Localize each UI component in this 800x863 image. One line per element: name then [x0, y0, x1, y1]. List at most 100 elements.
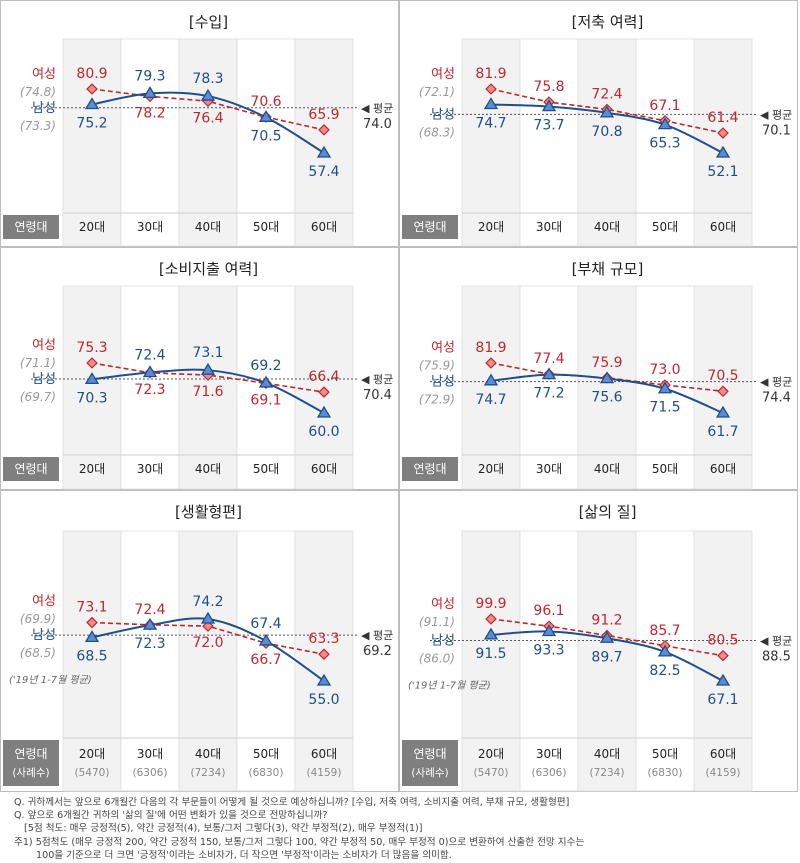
age-header-box — [402, 457, 458, 481]
male-triangle-marker — [84, 97, 100, 110]
chart-svg: 연령대 20대 30대 40대 50대 60대 [수입] ◀ 평균 74.0 80.9 78.2 76… — [3, 13, 393, 247]
male-triangle-marker — [599, 371, 615, 384]
male-data-label: 74.7 — [475, 115, 506, 131]
average-label: ◀ 평균 — [760, 376, 792, 389]
sample-size-label: (4159) — [307, 767, 342, 779]
sample-size-label: (5470) — [75, 767, 110, 779]
male-legend-label: 남성 — [32, 628, 56, 643]
column-stripe-1 — [461, 530, 521, 792]
male-data-label: 79.3 — [134, 68, 165, 84]
column-stripe-3 — [178, 38, 238, 247]
female-diamond-marker — [485, 357, 497, 369]
average-value: 69.2 — [363, 644, 392, 659]
female-diamond-marker — [717, 127, 729, 139]
female-data-label: 75.9 — [591, 355, 622, 371]
age-header-label: 연령대 — [413, 747, 446, 761]
male-baseline-label: (72.9) — [419, 393, 455, 407]
category-label: 20대 — [79, 747, 105, 761]
male-data-label: 72.3 — [134, 636, 165, 652]
sample-header-label: (사례수) — [12, 767, 49, 779]
chart-svg: 연령대 20대 30대 40대 50대 60대 [저축 여력] ◀ 평균 70.1 81.9 75.… — [402, 13, 792, 247]
female-legend-label: 여성 — [431, 341, 455, 356]
male-data-label: 93.3 — [533, 642, 564, 658]
average-value: 70.1 — [762, 123, 791, 138]
male-triangle-marker — [599, 105, 615, 118]
panel-quality-of-life: 연령대 (사례수) 20대 (5470) 30대 (6306) 40대 (7234) 50대 (6… — [399, 490, 798, 792]
female-data-label: 78.2 — [134, 105, 165, 121]
average-value: 74.4 — [762, 391, 791, 406]
age-header-box — [3, 215, 59, 239]
chart-svg: 연령대 20대 30대 40대 50대 60대 [소비지출 여력] ◀ 평균 70.4 75.3 7… — [3, 260, 393, 490]
male-triangle-marker — [258, 633, 274, 646]
male-data-label: 75.6 — [591, 390, 622, 406]
male-data-label: 68.5 — [76, 648, 107, 664]
average-value: 74.0 — [363, 117, 392, 132]
category-label: 50대 — [253, 462, 279, 476]
male-data-label: 67.1 — [707, 692, 738, 708]
category-label: 40대 — [594, 462, 620, 476]
female-diamond-marker — [318, 124, 330, 136]
female-data-label: 72.3 — [134, 382, 165, 398]
female-baseline-label: (72.1) — [419, 85, 455, 99]
average-label: ◀ 평균 — [760, 108, 792, 121]
female-diamond-marker — [485, 83, 497, 95]
male-data-label: 52.1 — [707, 164, 738, 180]
average-label: ◀ 평균 — [760, 635, 792, 648]
male-data-label: 70.8 — [591, 124, 622, 140]
age-header-box — [3, 457, 59, 481]
male-data-label: 57.4 — [308, 164, 339, 180]
category-label: 40대 — [594, 747, 620, 761]
male-data-label: 67.4 — [250, 616, 281, 632]
column-stripe-5 — [294, 38, 354, 247]
male-data-label: 69.2 — [250, 358, 281, 374]
male-baseline-label: (68.5) — [20, 646, 56, 660]
age-header-box — [3, 740, 59, 786]
female-data-label: 65.9 — [308, 107, 339, 123]
male-triangle-marker — [715, 673, 731, 686]
female-diamond-marker — [86, 83, 98, 95]
female-data-label: 71.6 — [192, 384, 223, 400]
female-data-label: 80.5 — [707, 633, 738, 649]
female-baseline-label: (75.9) — [419, 359, 455, 373]
female-data-label: 75.8 — [533, 79, 564, 95]
panel-debt: 연령대 20대 30대 40대 50대 60대 [부채 규모] ◀ 평균 74.4 81.9 77.… — [399, 247, 798, 490]
female-baseline-label: (69.9) — [20, 612, 56, 626]
category-label: 20대 — [79, 462, 105, 476]
male-legend-label: 남성 — [32, 101, 56, 116]
male-triangle-marker — [258, 375, 274, 388]
category-label: 40대 — [195, 747, 221, 761]
column-stripe-3 — [577, 285, 637, 490]
male-triangle-marker — [657, 644, 673, 657]
female-data-label: 81.9 — [475, 66, 506, 82]
female-data-label: 70.5 — [707, 368, 738, 384]
female-data-label: 73.1 — [76, 600, 107, 616]
male-triangle-marker — [483, 97, 499, 110]
category-label: 40대 — [594, 220, 620, 234]
category-label: 30대 — [137, 462, 163, 476]
age-header-box — [402, 215, 458, 239]
category-label: 50대 — [652, 747, 678, 761]
male-triangle-marker — [200, 88, 216, 101]
footnotes: Q. 귀하께서는 앞으로 6개월간 다음의 각 부문들이 어떻게 될 것으로 예… — [14, 796, 794, 862]
male-legend-label: 남성 — [431, 107, 455, 122]
category-label: 20대 — [478, 220, 504, 234]
male-data-label: 55.0 — [308, 692, 339, 708]
male-triangle-marker — [715, 405, 731, 418]
category-label: 60대 — [311, 747, 337, 761]
male-baseline-label: (86.0) — [419, 652, 455, 666]
male-data-label: 73.1 — [192, 345, 223, 361]
female-baseline-label: (71.1) — [20, 356, 56, 370]
category-label: 50대 — [652, 462, 678, 476]
male-triangle-marker — [541, 367, 557, 380]
footnote-note1-cont: 100을 기준으로 더 크면 '긍정적'이라는 소비자가, 더 작으면 '부정적… — [36, 849, 452, 861]
female-diamond-marker — [318, 386, 330, 398]
column-stripe-1 — [62, 285, 122, 490]
female-data-label: 76.4 — [192, 110, 223, 126]
male-triangle-marker — [316, 405, 332, 418]
female-series-line — [490, 618, 724, 657]
male-triangle-marker — [84, 372, 100, 384]
male-baseline-label: (69.7) — [20, 390, 56, 404]
female-data-label: 72.4 — [591, 86, 622, 102]
category-label: 40대 — [195, 462, 221, 476]
column-stripe-3 — [577, 38, 637, 247]
